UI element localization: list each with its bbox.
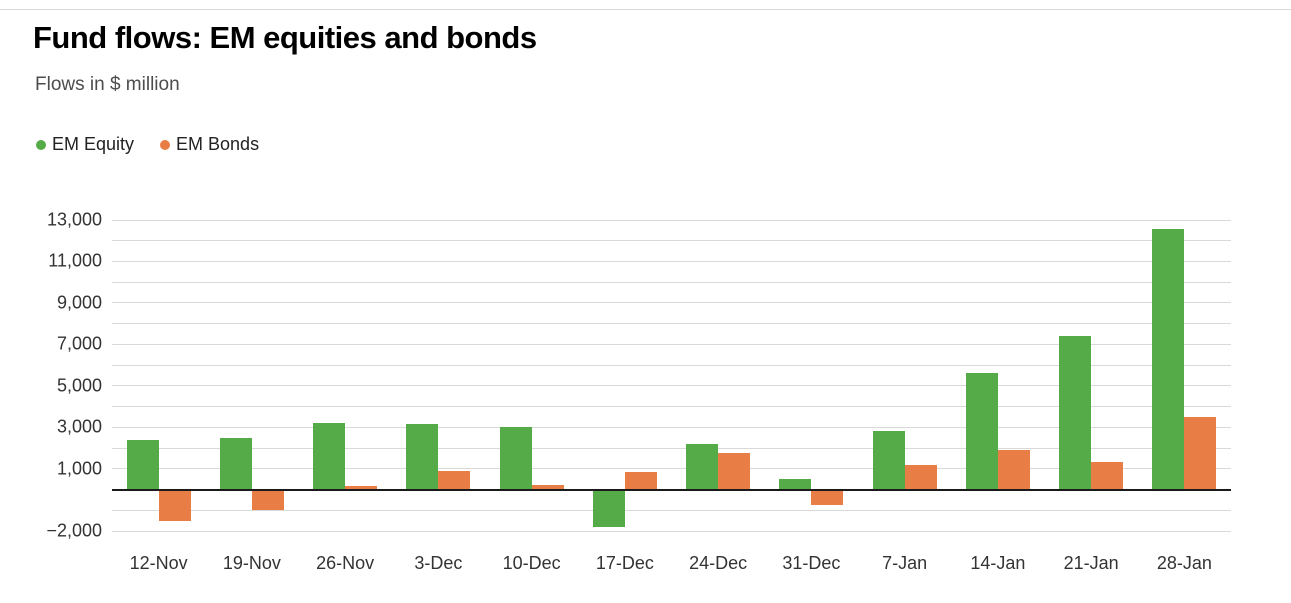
chart-subtitle: Flows in $ million xyxy=(35,74,180,95)
gridline xyxy=(112,406,1231,408)
em-equity-dot-icon xyxy=(36,139,46,150)
legend-label-em-bonds: EM Bonds xyxy=(176,134,260,154)
y-tick-label: 11,000 xyxy=(48,250,102,271)
x-tick-label: 28-Jan xyxy=(1156,553,1212,573)
legend-label-em-equity: EM Equity xyxy=(52,134,135,154)
legend: EM Equity EM Bonds xyxy=(36,134,259,155)
bar-em-bonds-14-jan[interactable] xyxy=(997,450,1030,490)
bar-group xyxy=(951,220,1044,531)
legend-item-em-equity[interactable]: EM Equity xyxy=(36,134,134,155)
bar-group xyxy=(1138,220,1231,531)
y-axis: 13,000 11,000 9,000 7,000 5,000 3,000 1,000 −2,… xyxy=(0,210,102,541)
bar-em-bonds-21-jan[interactable] xyxy=(1091,461,1124,490)
x-axis: 12-Nov 19-Nov 26-Nov 3-Dec 10-Dec 17-Dec 24-De… xyxy=(112,553,1231,574)
bar-em-equity-24-dec[interactable] xyxy=(686,443,719,490)
gridline xyxy=(112,302,1231,304)
gridline xyxy=(112,509,1231,511)
zero-axis-line xyxy=(112,488,1231,491)
bar-em-equity-7-jan[interactable] xyxy=(872,431,905,490)
bar-group xyxy=(1045,220,1138,531)
bar-em-equity-19-nov[interactable] xyxy=(219,437,252,490)
bar-em-equity-21-jan[interactable] xyxy=(1059,336,1092,490)
x-tick-label: 12-Nov xyxy=(129,553,188,573)
gridline xyxy=(112,426,1231,428)
bar-em-equity-31-dec[interactable] xyxy=(779,479,812,490)
bar-group xyxy=(672,220,765,531)
gridline xyxy=(112,219,1231,221)
bar-em-equity-12-nov[interactable] xyxy=(126,439,159,490)
bar-em-bonds-19-nov[interactable] xyxy=(251,489,284,511)
bar-em-equity-3-dec[interactable] xyxy=(406,424,439,490)
legend-item-em-bonds[interactable]: EM Bonds xyxy=(160,134,259,155)
bar-em-bonds-12-nov[interactable] xyxy=(158,489,191,521)
bar-em-bonds-17-dec[interactable] xyxy=(624,471,657,490)
gridline xyxy=(112,468,1231,470)
bar-em-bonds-24-dec[interactable] xyxy=(718,453,751,490)
x-tick-label: 10-Dec xyxy=(502,553,561,573)
gridline xyxy=(112,240,1231,242)
gridline xyxy=(112,530,1231,532)
x-tick-label: 31-Dec xyxy=(782,553,841,573)
gridline xyxy=(112,343,1231,345)
bar-group xyxy=(578,220,671,531)
bar-em-equity-28-jan[interactable] xyxy=(1152,229,1185,490)
y-tick-label: −2,000 xyxy=(46,520,102,541)
gridline xyxy=(112,260,1231,262)
bar-group xyxy=(205,220,298,531)
y-tick-label: 5,000 xyxy=(56,375,102,396)
x-tick-label: 24-Dec xyxy=(689,553,748,573)
x-tick-label: 19-Nov xyxy=(222,553,281,573)
y-tick-label: 1,000 xyxy=(56,458,102,479)
x-tick-label: 17-Dec xyxy=(595,553,654,573)
y-tick-label: 13,000 xyxy=(46,209,102,230)
bar-em-equity-14-jan[interactable] xyxy=(965,373,998,490)
bar-group xyxy=(485,220,578,531)
bar-group xyxy=(299,220,392,531)
bar-em-bonds-28-jan[interactable] xyxy=(1184,416,1217,490)
x-tick-label: 3-Dec xyxy=(414,553,463,573)
y-tick-label: 9,000 xyxy=(56,292,102,313)
bar-em-bonds-10-dec[interactable] xyxy=(531,485,564,490)
gridline xyxy=(112,385,1231,387)
x-tick-label: 21-Jan xyxy=(1063,553,1119,573)
bar-em-bonds-26-nov[interactable] xyxy=(345,486,378,490)
x-tick-label: 7-Jan xyxy=(882,553,928,573)
bar-group xyxy=(392,220,485,531)
bar-em-bonds-31-dec[interactable] xyxy=(811,489,844,506)
bar-group xyxy=(112,220,205,531)
x-tick-label: 14-Jan xyxy=(970,553,1026,573)
bar-group xyxy=(765,220,858,531)
bar-em-equity-26-nov[interactable] xyxy=(313,423,346,490)
bar-em-bonds-3-dec[interactable] xyxy=(438,470,471,490)
gridline xyxy=(112,447,1231,449)
bar-em-equity-10-dec[interactable] xyxy=(499,427,532,490)
chart-title: Fund flows: EM equities and bonds xyxy=(33,20,537,55)
top-divider xyxy=(0,9,1291,10)
gridline xyxy=(112,364,1231,366)
y-tick-label: 3,000 xyxy=(56,416,102,437)
bar-em-bonds-7-jan[interactable] xyxy=(904,464,937,490)
bar-em-equity-17-dec[interactable] xyxy=(592,489,625,527)
x-tick-label: 26-Nov xyxy=(316,553,375,573)
bar-group xyxy=(858,220,951,531)
y-tick-label: 7,000 xyxy=(56,333,102,354)
em-bonds-dot-icon xyxy=(160,139,171,150)
gridline xyxy=(112,323,1231,325)
plot-area xyxy=(112,219,1231,532)
gridline xyxy=(112,281,1231,283)
